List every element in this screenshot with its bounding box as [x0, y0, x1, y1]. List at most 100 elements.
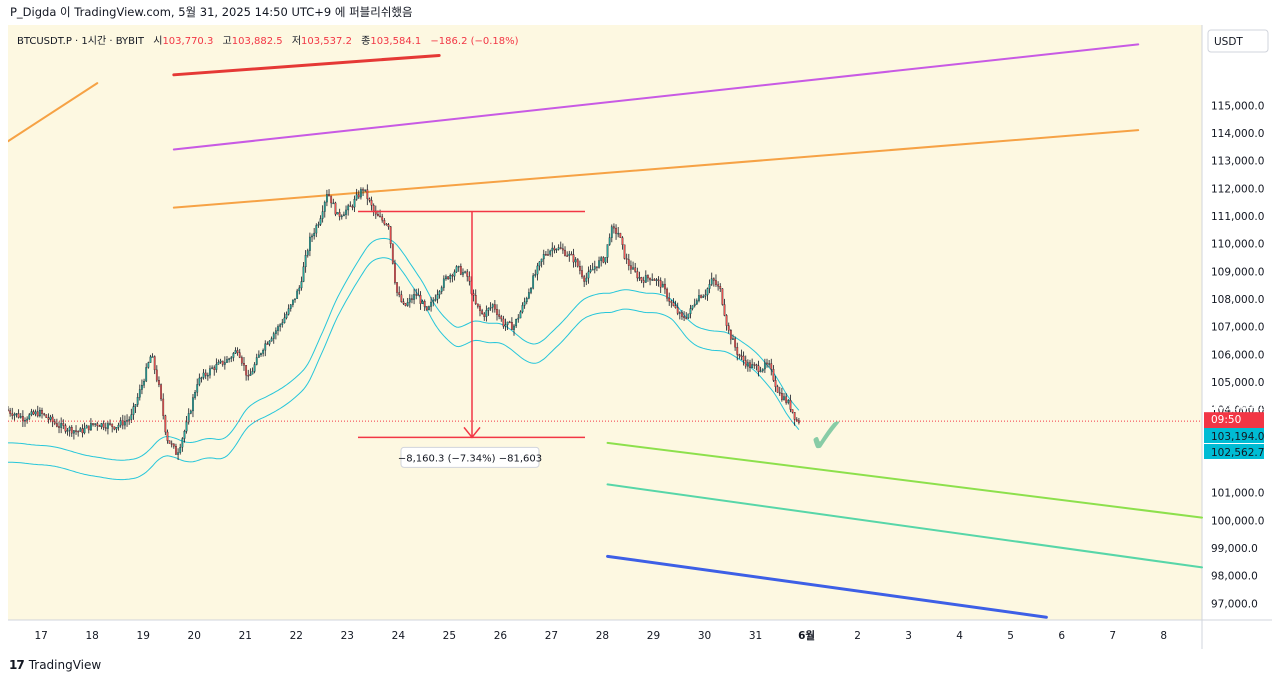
trend-lines-layer: [7, 43, 1203, 619]
candle-down: [740, 355, 743, 357]
candle-up: [270, 338, 273, 342]
candle-down: [625, 258, 628, 260]
candle-up: [151, 356, 154, 358]
time-tick-label: 18: [86, 630, 99, 642]
symbol-legend[interactable]: BTCUSDT.P · 1시간 · BYBIT 시103,770.3 고103,…: [17, 35, 519, 47]
candle-down: [576, 259, 579, 267]
time-tick-label: 25: [443, 630, 456, 642]
candle-down: [674, 305, 677, 308]
candle-up: [360, 189, 362, 198]
candle-up: [551, 247, 554, 252]
candles-layer: [7, 184, 800, 460]
time-axis[interactable]: 17 18 19 20 21 22 23 24 25 26 27 28 29 30 31 6월 2 3 4 5 6 7 8: [34, 629, 1167, 642]
candle-up: [234, 350, 237, 354]
candle-up: [617, 232, 620, 235]
candle-down: [11, 413, 14, 416]
time-tick-label: 7: [1109, 630, 1116, 642]
candle-up: [593, 266, 596, 270]
candle-down: [221, 360, 224, 365]
svg-text:BTCUSDT.P · 1시간 · BYBIT: BTCUSDT.P · 1시간 · BYBIT 시103,770.3 고103,…: [17, 35, 519, 47]
candle-up: [272, 333, 275, 339]
candle-down: [411, 298, 413, 300]
candle-up: [783, 396, 785, 400]
candle-down: [723, 304, 726, 316]
candle-up: [200, 377, 203, 379]
price-tick-label: 107,000.0: [1211, 322, 1264, 334]
candle-up: [211, 367, 213, 369]
candle-up: [192, 397, 194, 412]
band-tags: 103,194.0 102,562.7: [1204, 428, 1264, 459]
candle-up: [746, 362, 749, 367]
candle-down: [776, 386, 779, 393]
candle-down: [387, 224, 390, 227]
candle-up: [134, 404, 137, 407]
candle-up: [90, 423, 92, 431]
candle-down: [391, 243, 394, 264]
candle-down: [545, 254, 547, 256]
currency-label: USDT: [1214, 36, 1243, 48]
price-range-measure[interactable]: −8,160.3 (−7.34%) −81,603: [358, 210, 585, 468]
candle-up: [763, 362, 766, 370]
currency-button[interactable]: USDT: [1207, 29, 1269, 53]
candle-down: [389, 226, 392, 245]
candle-down: [330, 195, 333, 204]
candle-up: [196, 384, 199, 393]
candle-down: [500, 316, 503, 320]
candle-up: [787, 400, 790, 403]
candle-down: [559, 247, 562, 249]
candle-down: [47, 417, 50, 420]
price-tick-label: 97,000.0: [1211, 598, 1258, 610]
measure-arrow-head: [463, 426, 481, 439]
time-tick-label: 23: [341, 630, 354, 642]
candle-up: [610, 226, 613, 238]
time-tick-label: 4: [956, 630, 963, 642]
candle-down: [64, 425, 67, 432]
candle-down: [32, 411, 35, 415]
candle-up: [100, 423, 103, 427]
candle-up: [149, 356, 152, 363]
price-chart[interactable]: −8,160.3 (−7.34%) −81,603 ✓ BTCUSDT.P · …: [7, 25, 1272, 649]
candle-up: [519, 311, 522, 319]
candle-down: [727, 325, 730, 331]
band-upper-tag-box: [1204, 428, 1264, 443]
candle-down: [795, 419, 798, 421]
chart-panel[interactable]: −8,160.3 (−7.34%) −81,603 ✓ BTCUSDT.P · …: [7, 25, 1272, 649]
candle-down: [62, 423, 65, 426]
candle-up: [296, 290, 299, 299]
candle-down: [425, 306, 428, 310]
candle-down: [366, 189, 369, 199]
candle-down: [791, 409, 794, 413]
candle-up: [117, 424, 120, 428]
candle-down: [770, 363, 773, 370]
time-tick-label: 30: [698, 630, 711, 642]
candle-down: [238, 352, 241, 358]
candle-down: [581, 270, 583, 277]
candle-down: [53, 421, 56, 424]
candle-up: [434, 298, 437, 301]
candle-down: [158, 380, 160, 385]
candle-up: [268, 340, 271, 345]
teal-line: [606, 483, 1203, 569]
price-axis[interactable]: 115,000.0 114,000.0 113,000.0 112,000.0 111,…: [1211, 100, 1264, 610]
candle-down: [334, 202, 337, 215]
measure-label: −8,160.3 (−7.34%) −81,603: [398, 453, 542, 464]
candle-up: [506, 321, 509, 325]
candle-down: [372, 205, 375, 212]
candle-up: [517, 317, 520, 320]
candle-down: [113, 426, 116, 430]
symbol-name[interactable]: BTCUSDT.P · 1시간 · BYBIT: [17, 35, 145, 47]
candle-up: [695, 300, 698, 305]
candle-down: [472, 293, 475, 296]
candle-down: [121, 420, 124, 426]
candle-down: [398, 292, 401, 295]
time-tick-label: 3: [905, 630, 912, 642]
candle-down: [383, 220, 386, 225]
candle-down: [474, 295, 477, 305]
candle-down: [553, 247, 556, 251]
candle-up: [453, 271, 456, 277]
candle-up: [523, 301, 526, 306]
time-tick-label: 24: [392, 630, 406, 642]
candle-down: [572, 254, 575, 263]
candle-down: [570, 253, 573, 256]
currency-button-box[interactable]: [1207, 29, 1269, 53]
